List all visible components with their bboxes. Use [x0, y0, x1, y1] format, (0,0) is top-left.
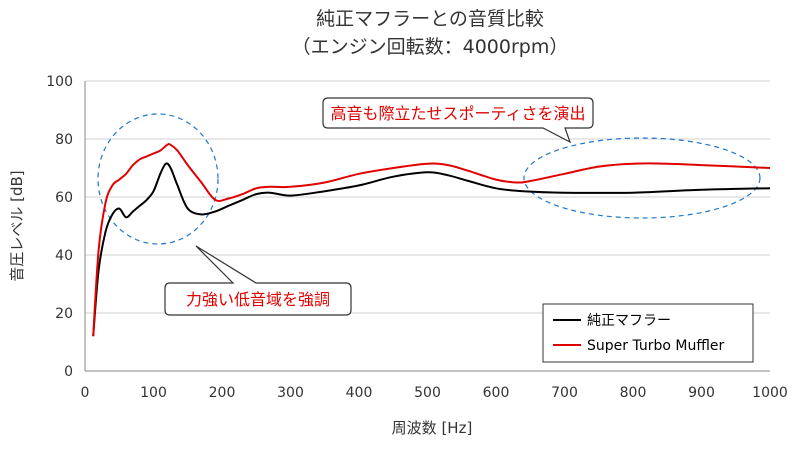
low-range-highlight-ellipse: [97, 113, 219, 245]
x-tick-100: 100: [140, 385, 167, 401]
y-tick-60: 60: [55, 190, 73, 206]
y-tick-100: 100: [46, 74, 73, 90]
x-tick-0: 0: [81, 385, 90, 401]
x-tick-300: 300: [277, 385, 304, 401]
legend: 純正マフラー Super Turbo Muffler: [542, 303, 754, 363]
y-axis-label: 音圧レベル [dB]: [8, 170, 26, 281]
callout-high: 高音も際立たせスポーティさを演出: [322, 97, 594, 144]
legend-label-turbo: Super Turbo Muffler: [587, 338, 725, 354]
y-tick-40: 40: [55, 248, 73, 264]
callout-high-text: 高音も際立たせスポーティさを演出: [330, 104, 585, 123]
callout-low-box: [164, 245, 352, 316]
x-tick-400: 400: [346, 385, 373, 401]
callout-low: 力強い低音域を強調: [164, 245, 352, 316]
callout-low-text: 力強い低音域を強調: [186, 290, 330, 309]
chart-subtitle: （エンジン回転数：4000rpm）: [292, 36, 569, 58]
x-tick-500: 500: [414, 385, 441, 401]
high-range-highlight-ellipse: [523, 137, 761, 219]
y-tick-labels: 0 20 40 60 80 100: [46, 74, 73, 380]
x-tick-600: 600: [483, 385, 510, 401]
series-line-turbo: [92, 143, 771, 337]
x-tick-800: 800: [620, 385, 647, 401]
legend-label-stock: 純正マフラー: [587, 313, 671, 329]
x-tick-labels: 0 100 200 300 400 500 600 700 800 900 1000: [81, 385, 788, 401]
x-tick-1000: 1000: [752, 385, 788, 401]
callout-high-box: [322, 97, 594, 144]
x-tick-200: 200: [209, 385, 236, 401]
chart-title: 純正マフラーとの音質比較: [316, 8, 544, 30]
y-tick-20: 20: [55, 306, 73, 322]
series-line-stock: [92, 162, 771, 337]
axes: [84, 81, 770, 372]
x-tick-700: 700: [551, 385, 578, 401]
legend-box: [542, 303, 754, 363]
series-lines: [92, 143, 771, 337]
y-tick-0: 0: [64, 364, 73, 380]
x-tick-900: 900: [688, 385, 715, 401]
y-tick-80: 80: [55, 132, 73, 148]
x-axis-label: 周波数 [Hz]: [392, 419, 473, 437]
